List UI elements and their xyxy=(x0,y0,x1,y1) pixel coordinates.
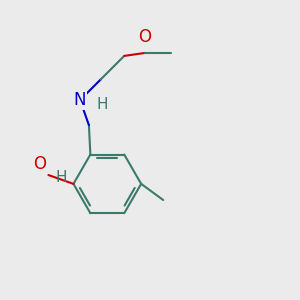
Text: H: H xyxy=(96,97,108,112)
Text: N: N xyxy=(74,91,86,109)
Text: O: O xyxy=(138,28,151,46)
Text: O: O xyxy=(33,155,46,173)
Text: H: H xyxy=(56,170,67,185)
